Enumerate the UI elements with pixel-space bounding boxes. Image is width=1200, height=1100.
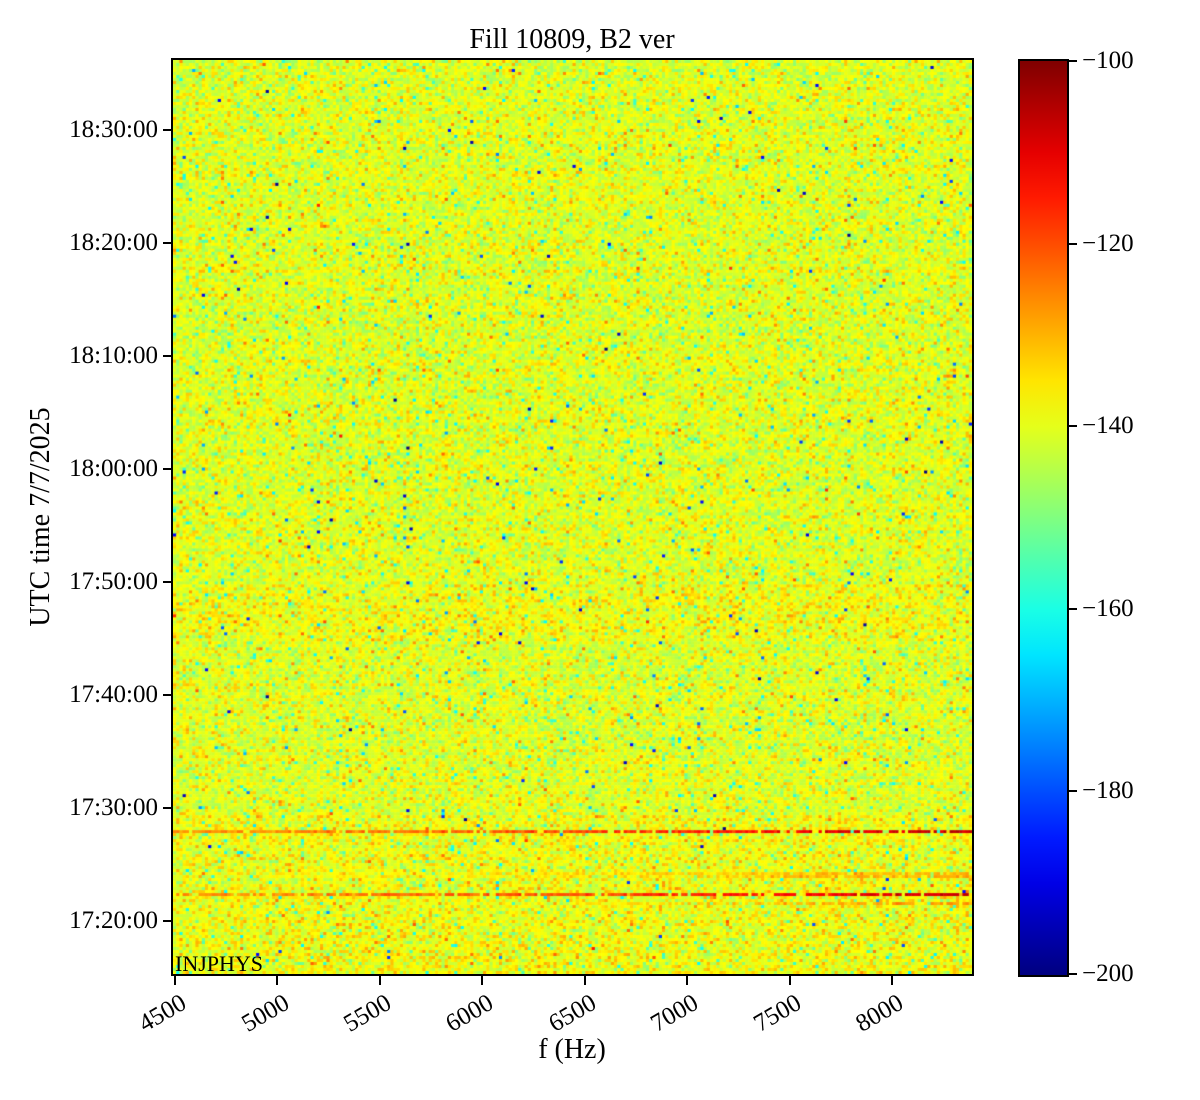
x-tick-label: 5500 xyxy=(339,989,396,1038)
spectrogram-heatmap xyxy=(173,60,972,974)
y-tick-mark xyxy=(163,354,171,357)
y-tick-mark xyxy=(163,581,171,584)
chart-title: Fill 10809, B2 ver xyxy=(469,24,675,55)
colorbar-gradient xyxy=(1020,61,1067,975)
y-tick-label: 18:30:00 xyxy=(69,115,158,143)
colorbar-tick-mark xyxy=(1069,60,1077,62)
y-tick-mark xyxy=(163,920,171,923)
colorbar-tick-mark xyxy=(1069,425,1077,428)
y-tick-label: 17:50:00 xyxy=(69,568,158,596)
y-tick-label: 17:30:00 xyxy=(69,794,158,822)
x-tick-mark xyxy=(174,976,177,985)
x-tick-mark xyxy=(583,976,586,985)
y-tick-mark xyxy=(163,241,171,244)
colorbar-tick-mark xyxy=(1069,973,1077,975)
y-tick-label: 18:20:00 xyxy=(69,228,158,256)
colorbar-tick-mark xyxy=(1069,607,1077,610)
colorbar-tick-mark xyxy=(1069,790,1077,793)
x-tick-label: 7500 xyxy=(748,989,806,1038)
x-tick-mark xyxy=(788,976,791,985)
x-tick-label: 4500 xyxy=(134,989,192,1038)
colorbar-tick-label: −120 xyxy=(1082,229,1134,257)
y-tick-label: 18:00:00 xyxy=(69,454,158,482)
x-tick-mark xyxy=(891,976,894,985)
x-tick-label: 7000 xyxy=(646,989,704,1038)
colorbar xyxy=(1018,59,1069,977)
x-tick-label: 8000 xyxy=(851,989,909,1038)
colorbar-tick-label: −180 xyxy=(1082,777,1134,805)
injphys-annotation: INJPHYS xyxy=(175,951,264,976)
colorbar-tick-label: −200 xyxy=(1082,960,1134,987)
y-tick-label: 17:40:00 xyxy=(69,681,158,709)
x-tick-label: 6000 xyxy=(441,989,499,1038)
x-tick-mark xyxy=(276,976,279,985)
x-tick-mark xyxy=(378,976,381,985)
y-tick-label: 17:20:00 xyxy=(69,907,158,935)
colorbar-tick-mark xyxy=(1069,242,1077,245)
y-tick-mark xyxy=(163,694,171,697)
x-tick-label: 6500 xyxy=(543,989,601,1038)
y-tick-mark xyxy=(163,128,171,131)
y-tick-label: 18:10:00 xyxy=(69,341,158,369)
colorbar-tick-label: −100 xyxy=(1082,47,1134,74)
x-tick-mark xyxy=(686,976,689,985)
x-tick-mark xyxy=(481,976,484,985)
colorbar-tick-label: −160 xyxy=(1082,594,1134,622)
x-tick-label: 5000 xyxy=(236,989,294,1038)
x-axis-label: f (Hz) xyxy=(538,1034,606,1065)
y-tick-mark xyxy=(163,807,171,810)
colorbar-tick-label: −140 xyxy=(1082,412,1134,440)
y-tick-mark xyxy=(163,467,171,470)
